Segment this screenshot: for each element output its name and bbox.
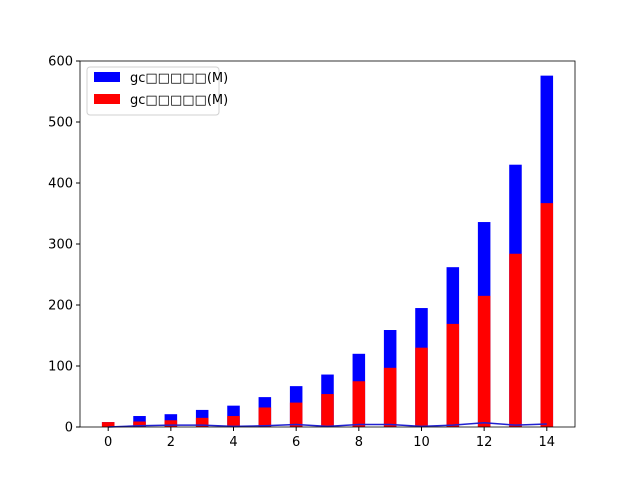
bar xyxy=(101,422,115,427)
bar xyxy=(477,295,491,427)
bar xyxy=(164,420,178,427)
bar xyxy=(321,394,334,427)
bar xyxy=(258,407,272,427)
line xyxy=(108,421,547,428)
y-tick-label: 600 xyxy=(48,55,73,70)
x-tick-label: 14 xyxy=(539,435,556,450)
legend-swatch xyxy=(94,72,120,82)
legend-swatch xyxy=(94,94,120,104)
bar xyxy=(509,253,522,427)
y-tick-label: 0 xyxy=(65,421,73,436)
bar xyxy=(415,347,428,427)
x-tick-label: 10 xyxy=(413,435,430,450)
y-tick-label: 400 xyxy=(48,177,73,192)
y-tick-label: 200 xyxy=(48,299,73,314)
bar xyxy=(446,323,460,427)
bar xyxy=(540,203,554,427)
x-tick-label: 2 xyxy=(167,435,175,450)
bar xyxy=(195,417,209,427)
x-tick-label: 8 xyxy=(355,435,363,450)
plot-frame xyxy=(79,60,576,428)
x-tick-label: 0 xyxy=(104,435,112,450)
y-tick-label: 100 xyxy=(48,360,73,375)
y-tick-label: 500 xyxy=(48,116,73,131)
y-tick-label: 300 xyxy=(48,238,73,253)
bar xyxy=(133,421,146,427)
bar xyxy=(352,381,366,427)
x-tick-label: 6 xyxy=(292,435,300,450)
legend-label: gc□□□□□(M) xyxy=(130,71,228,86)
bar xyxy=(289,402,303,427)
x-tick-label: 4 xyxy=(229,435,237,450)
bar xyxy=(383,367,397,427)
bar xyxy=(227,416,240,427)
x-tick-label: 12 xyxy=(476,435,493,450)
legend-label: gc□□□□□(M) xyxy=(130,93,228,108)
